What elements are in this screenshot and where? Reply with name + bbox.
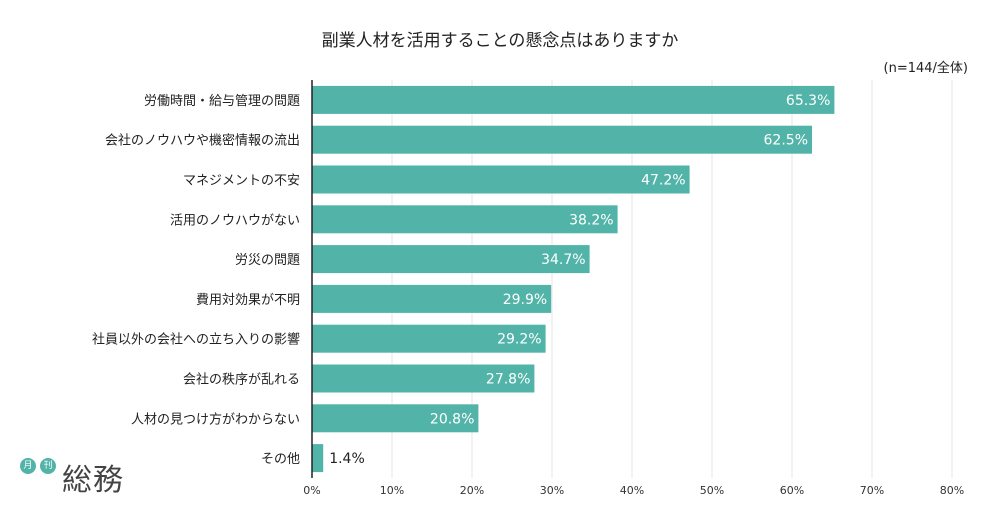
data-label: 29.9% xyxy=(503,292,547,308)
bar xyxy=(312,284,552,313)
bar xyxy=(312,364,535,393)
category-label: 会社のノウハウや機密情報の流出 xyxy=(105,133,300,149)
chart-title: 副業人材を活用することの懸念点はありますか xyxy=(321,31,679,51)
sample-note: (n=144/全体) xyxy=(883,61,968,76)
bar xyxy=(312,404,479,433)
data-label: 62.5% xyxy=(764,133,808,149)
logo-badge-issue: 刊 xyxy=(40,458,56,474)
x-tick-label: 30% xyxy=(540,484,564,497)
logo: 月 刊 総務 xyxy=(20,455,130,498)
data-label: 65.3% xyxy=(786,93,830,109)
category-label: 人材の見つけ方がわからない xyxy=(131,411,300,427)
category-label: マネジメントの不安 xyxy=(183,174,300,189)
bar xyxy=(312,165,690,194)
x-tick-label: 10% xyxy=(380,484,404,497)
x-tick-label: 40% xyxy=(620,484,644,497)
x-tick-label: 20% xyxy=(460,484,484,497)
x-tick-label: 70% xyxy=(860,484,884,497)
x-tick-label: 60% xyxy=(780,484,804,497)
x-tick-label: 0% xyxy=(303,484,320,497)
bar xyxy=(312,125,812,154)
logo-badge-month: 月 xyxy=(20,458,36,474)
category-label: 費用対効果が不明 xyxy=(196,293,300,308)
category-label: 労働時間・給与管理の問題 xyxy=(144,94,300,109)
data-label: 29.2% xyxy=(497,332,541,348)
x-tick-label: 80% xyxy=(940,484,964,497)
logo-mark: 総務 xyxy=(62,463,124,498)
x-tick-label: 50% xyxy=(700,484,724,497)
bar xyxy=(312,85,835,114)
data-label: 38.2% xyxy=(569,212,613,228)
data-label: 1.4% xyxy=(329,451,365,467)
bar xyxy=(312,245,590,274)
bar xyxy=(312,444,324,473)
bar xyxy=(312,205,618,234)
category-label: 労災の問題 xyxy=(235,253,300,268)
bar xyxy=(312,324,546,353)
category-label: 会社の秩序が乱れる xyxy=(183,372,300,388)
category-label: その他 xyxy=(261,452,300,467)
data-label: 47.2% xyxy=(641,173,685,189)
data-label: 34.7% xyxy=(541,252,585,268)
category-label: 活用のノウハウがない xyxy=(170,213,300,228)
data-label: 27.8% xyxy=(486,372,530,388)
data-label: 20.8% xyxy=(430,411,474,427)
category-label: 社員以外の会社への立ち入りの影響 xyxy=(92,332,300,348)
